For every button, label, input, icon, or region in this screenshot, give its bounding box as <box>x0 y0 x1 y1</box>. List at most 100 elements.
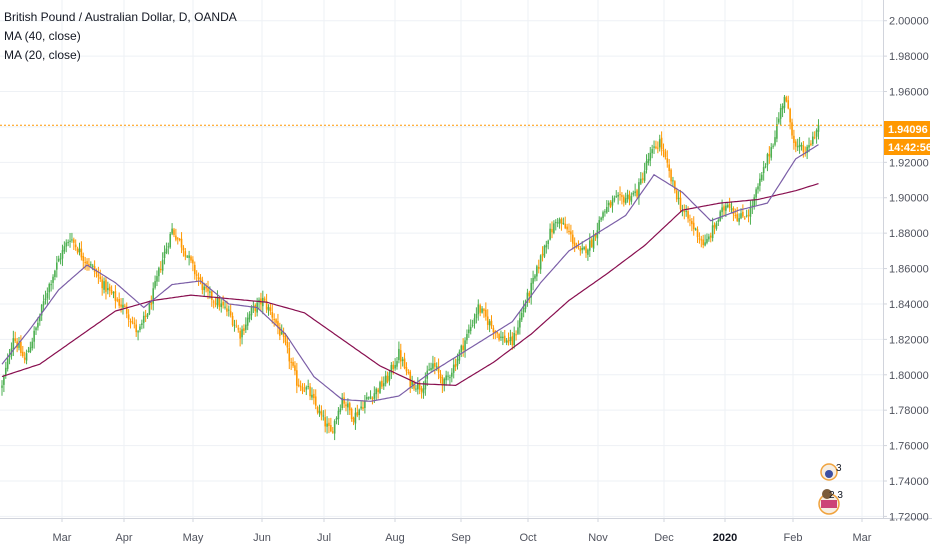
candles <box>1 94 820 441</box>
candle-body <box>210 291 213 300</box>
candle-body <box>785 97 788 102</box>
candle-body <box>364 400 366 408</box>
candle-body <box>520 312 523 320</box>
candle-body <box>615 196 618 198</box>
candle-body <box>56 262 58 270</box>
candle-body <box>20 341 22 354</box>
candle-body <box>469 326 472 332</box>
candle-body <box>305 387 308 390</box>
candle-body <box>609 202 612 207</box>
candle-body <box>390 364 393 373</box>
candle-body <box>97 274 100 277</box>
candle-body <box>313 393 315 399</box>
candle-body <box>662 149 665 152</box>
candle-body <box>432 363 434 369</box>
candle-body <box>148 303 151 315</box>
candle-body <box>69 240 71 242</box>
price-badge: 1.94096 14:42:56 <box>884 121 932 155</box>
ma-slow-label[interactable]: MA (40, close) <box>4 29 81 43</box>
candle-body <box>428 369 430 371</box>
candle-body <box>188 255 190 258</box>
candle-body <box>481 308 483 313</box>
candle-body <box>360 406 362 409</box>
candle-body <box>670 169 672 182</box>
candle-body <box>549 228 551 240</box>
candle-body <box>526 292 529 303</box>
event-marker-top-dot-icon <box>825 470 833 478</box>
candle-body <box>524 303 527 309</box>
candle-body <box>460 345 463 352</box>
candle-body <box>494 331 497 333</box>
candle-body <box>613 197 616 201</box>
candle-body <box>142 315 145 323</box>
symbol-title[interactable]: British Pound / Australian Dollar, D, OA… <box>4 10 237 24</box>
candle-body <box>808 145 810 148</box>
candle-body <box>800 145 803 147</box>
candle-body <box>409 371 412 387</box>
candle-body <box>594 233 597 237</box>
candle-body <box>413 382 415 389</box>
candle-body <box>721 207 723 213</box>
candle-body <box>296 370 298 386</box>
grid <box>0 0 883 518</box>
candle-body <box>205 286 207 289</box>
candle-body <box>500 336 502 339</box>
candle-body <box>762 167 765 174</box>
candle-body <box>284 336 287 343</box>
candle-body <box>269 307 272 312</box>
candle-body <box>21 351 24 357</box>
candle-body <box>541 253 544 256</box>
candle-body <box>120 304 122 307</box>
candle-body <box>777 118 780 123</box>
candle-body <box>736 214 739 221</box>
candle-body <box>617 194 619 197</box>
candle-body <box>345 404 347 407</box>
candle-body <box>369 396 372 399</box>
candle-body <box>220 303 223 307</box>
candle-body <box>388 372 391 381</box>
candle-body <box>619 194 621 196</box>
candle-body <box>443 378 446 385</box>
candle-body <box>139 326 141 331</box>
candle-body <box>798 144 801 148</box>
candle-body <box>167 246 170 248</box>
price-badge-value: 1.94096 <box>888 124 928 136</box>
candle-body <box>641 178 644 180</box>
candle-body <box>135 324 137 333</box>
candle-body <box>647 158 650 163</box>
candle-body <box>382 383 385 387</box>
x-axis-ticks[interactable]: Mar Apr May Jun Jul Aug Sep Oct Nov Dec 2020 Feb Mar <box>53 518 872 544</box>
candle-body <box>335 417 338 420</box>
candle-body <box>381 380 383 387</box>
candle-body <box>517 327 519 334</box>
candle-body <box>23 357 26 360</box>
candle-body <box>250 307 253 316</box>
candle-body <box>621 195 623 197</box>
event-markers[interactable]: 3 2 3 <box>818 463 843 515</box>
candle-body <box>747 214 750 216</box>
candle-body <box>112 292 115 294</box>
x-tick-label: Mar <box>53 532 72 544</box>
candle-body <box>282 333 285 337</box>
candle-body <box>294 365 296 371</box>
candle-body <box>116 299 119 301</box>
y-axis-ticks[interactable]: 2.000001.980001.960001.940001.920001.900… <box>883 16 929 524</box>
candle-body <box>228 309 230 311</box>
candle-body <box>31 341 34 349</box>
candle-body <box>18 343 20 348</box>
candle-body <box>447 375 449 377</box>
candle-body <box>764 166 767 168</box>
candle-body <box>434 362 436 367</box>
candle-body <box>67 242 69 244</box>
candle-body <box>537 266 540 269</box>
candle-body <box>553 223 555 234</box>
candle-body <box>571 234 574 244</box>
candle-body <box>566 226 568 230</box>
x-tick-label: 2020 <box>713 532 737 544</box>
candle-body <box>812 136 814 145</box>
ma-fast-label[interactable]: MA (20, close) <box>4 48 81 62</box>
candle-body <box>195 274 198 276</box>
candle-body <box>606 206 608 213</box>
